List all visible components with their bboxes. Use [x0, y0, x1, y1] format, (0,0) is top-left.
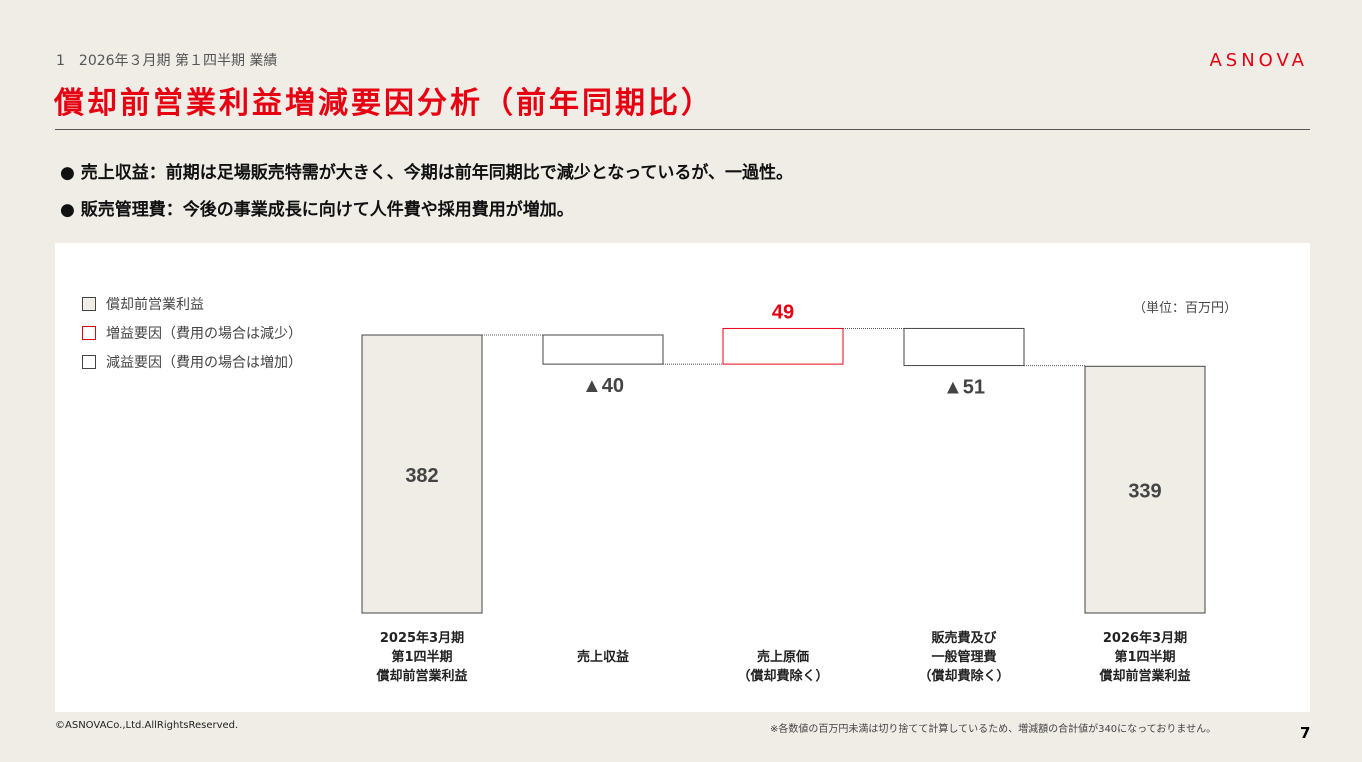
- page-number: 7: [1300, 724, 1311, 742]
- unit-label: （単位：百万円）: [1133, 301, 1238, 316]
- legend-label: 償却前営業利益: [106, 297, 204, 313]
- page-title: 償却前営業利益増減要因分析（前年同期比）: [54, 86, 714, 121]
- legend-item-increase: 増益要因（費用の場合は減少）: [82, 323, 302, 343]
- section-label: 1 2026年３月期 第１四半期 業績: [56, 53, 278, 69]
- copyright: ©ASNOVACo.,Ltd.AllRightsReserved.: [55, 720, 239, 731]
- divider: [55, 129, 1310, 130]
- legend-item-decrease: 減益要因（費用の場合は増加）: [82, 352, 302, 372]
- bullet-sga: ● 販売管理費：今後の事業成長に向けて人件費や採用費用が増加。: [60, 200, 574, 220]
- category-label: 販売費及び 一般管理費 （償却費除く）: [918, 631, 1010, 684]
- bar-1: [542, 334, 664, 365]
- bar-4: [1084, 365, 1206, 614]
- legend-label: 減益要因（費用の場合は増加）: [106, 355, 302, 371]
- logo: ASNOVA: [1209, 50, 1308, 71]
- legend-swatch: [82, 326, 96, 340]
- data-label-1: ▲40: [582, 375, 624, 397]
- data-label-4: 339: [1128, 481, 1161, 503]
- bullet-revenue: ● 売上収益：前期は足場販売特需が大きく、今期は前年同期比で減少となっているが、…: [60, 163, 794, 183]
- legend-swatch: [82, 355, 96, 369]
- legend-item-total: 償却前営業利益: [82, 294, 204, 314]
- legend-label: 増益要因（費用の場合は減少）: [106, 326, 302, 342]
- category-label: 2025年3月期 第1四半期 償却前営業利益: [376, 631, 468, 684]
- bar-3: [903, 327, 1025, 367]
- footnote: ※各数値の百万円未満は切り捨てて計算しているため、増減額の合計値が340になって…: [770, 724, 1217, 735]
- data-label-3: ▲51: [943, 377, 985, 399]
- data-label-2: 49: [772, 301, 794, 323]
- category-label: 売上原価 （償却費除く）: [737, 649, 829, 684]
- category-label: 売上収益: [576, 650, 629, 665]
- legend-swatch: [82, 297, 96, 311]
- bar-0: [361, 334, 483, 614]
- data-label-0: 382: [405, 465, 438, 487]
- bar-2: [722, 327, 844, 365]
- category-label: 2026年3月期 第1四半期 償却前営業利益: [1099, 631, 1191, 684]
